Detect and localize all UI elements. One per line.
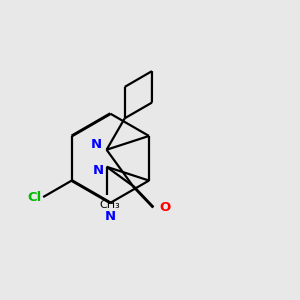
Text: N: N — [105, 209, 116, 223]
Text: O: O — [159, 201, 170, 214]
Text: Cl: Cl — [28, 190, 42, 204]
Text: N: N — [91, 138, 102, 151]
Text: N: N — [93, 164, 104, 177]
Text: CH₃: CH₃ — [100, 200, 120, 210]
